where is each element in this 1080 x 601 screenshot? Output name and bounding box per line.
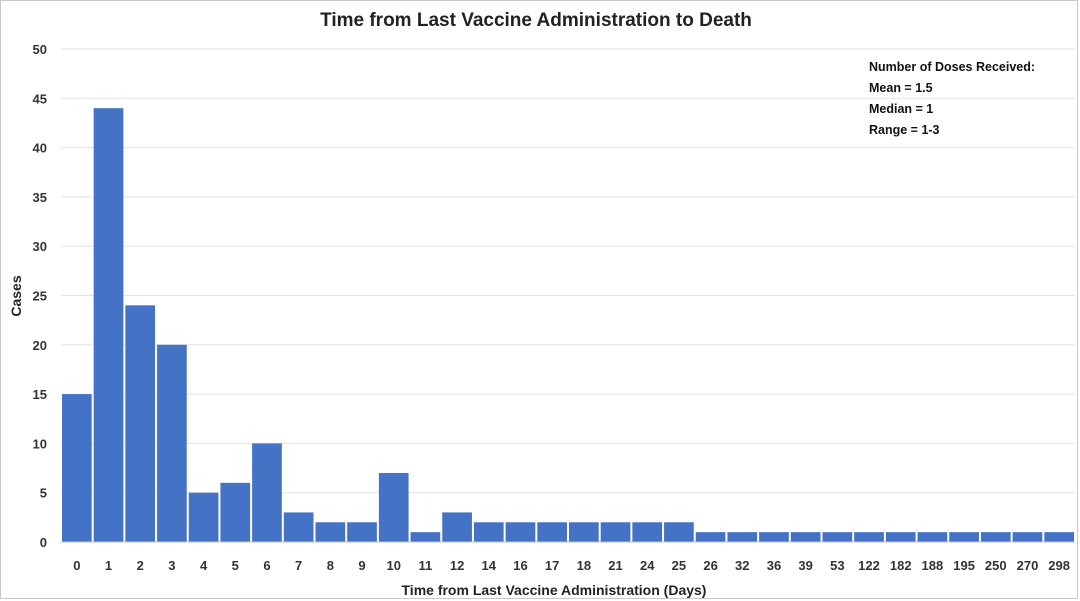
- x-tick-label: 8: [327, 558, 334, 573]
- bar: [505, 522, 536, 542]
- annotation-line: Median = 1: [869, 102, 933, 116]
- bar: [188, 492, 219, 542]
- bar: [980, 532, 1011, 542]
- bar: [283, 512, 314, 542]
- x-tick-label: 10: [386, 558, 400, 573]
- x-tick-label: 21: [608, 558, 622, 573]
- bar: [854, 532, 884, 542]
- bar: [347, 522, 377, 542]
- x-tick-label: 39: [798, 558, 812, 573]
- x-tick-label: 17: [545, 558, 559, 573]
- bar: [93, 108, 124, 542]
- x-tick-label: 0: [73, 558, 80, 573]
- x-tick-label: 14: [482, 558, 497, 573]
- x-tick-label: 270: [1017, 558, 1039, 573]
- x-tick-label: 16: [513, 558, 527, 573]
- bars: [62, 108, 1074, 542]
- bar: [537, 522, 567, 542]
- y-tick-label: 0: [40, 535, 47, 550]
- x-tick-label: 250: [985, 558, 1007, 573]
- bar: [410, 532, 441, 542]
- x-tick-label: 18: [577, 558, 591, 573]
- x-tick-label: 53: [830, 558, 844, 573]
- x-tick-label: 1: [105, 558, 112, 573]
- bar: [1012, 532, 1043, 542]
- y-tick-label: 40: [33, 141, 47, 156]
- bar: [727, 532, 758, 542]
- bar: [949, 532, 979, 542]
- bar: [62, 394, 92, 542]
- doses-annotation: Number of Doses Received: Mean = 1.5 Med…: [869, 60, 1035, 137]
- x-tick-label: 9: [358, 558, 365, 573]
- x-tick-label: 3: [168, 558, 175, 573]
- annotation-line: Number of Doses Received:: [869, 60, 1035, 74]
- bar: [917, 532, 948, 542]
- bar: [885, 532, 916, 542]
- bar: [569, 522, 599, 542]
- gridlines: [61, 48, 1075, 494]
- x-tick-label: 4: [200, 558, 208, 573]
- x-tick-label: 6: [263, 558, 270, 573]
- y-tick-labels: 0 5 10 15 20 25 30 35 40 45 50: [33, 42, 47, 550]
- x-tick-labels: 0 1 2 3 4 5 6 7 8 9 10 11 12 14 16 17 18 21 24 25 26 32 36 39 53…: [73, 558, 1070, 573]
- y-tick-label: 20: [33, 338, 47, 353]
- x-tick-label: 24: [640, 558, 655, 573]
- annotation-line: Range = 1-3: [869, 123, 940, 137]
- bar: [822, 532, 853, 542]
- bar: [790, 532, 821, 542]
- y-tick-label: 10: [33, 436, 47, 451]
- bar: [632, 522, 663, 542]
- x-tick-label: 298: [1048, 558, 1070, 573]
- x-tick-label: 2: [137, 558, 144, 573]
- y-tick-label: 50: [33, 42, 47, 57]
- x-tick-label: 122: [858, 558, 880, 573]
- bar: [600, 522, 631, 542]
- bar: [695, 532, 726, 542]
- bar: [157, 344, 187, 542]
- x-tick-label: 25: [672, 558, 686, 573]
- bar: [473, 522, 504, 542]
- x-tick-label: 26: [703, 558, 717, 573]
- x-tick-label: 32: [735, 558, 749, 573]
- y-tick-label: 5: [40, 486, 47, 501]
- x-tick-label: 36: [767, 558, 781, 573]
- bar: [1044, 532, 1074, 542]
- x-axis-label: Time from Last Vaccine Administration (D…: [402, 582, 707, 598]
- bar: [125, 305, 156, 542]
- annotation-line: Mean = 1.5: [869, 81, 933, 95]
- x-tick-label: 182: [890, 558, 912, 573]
- y-tick-label: 35: [33, 190, 47, 205]
- x-tick-label: 5: [232, 558, 239, 573]
- x-tick-label: 12: [450, 558, 464, 573]
- x-tick-label: 11: [419, 558, 433, 573]
- y-tick-label: 30: [33, 239, 47, 254]
- y-tick-label: 15: [33, 387, 47, 402]
- y-axis-label: Cases: [8, 275, 24, 316]
- y-tick-label: 45: [33, 91, 47, 106]
- x-tick-label: 188: [922, 558, 944, 573]
- bar: [378, 472, 409, 542]
- bar: [252, 443, 282, 542]
- y-tick-label: 25: [33, 289, 47, 304]
- bar: [442, 512, 472, 542]
- bar: [664, 522, 694, 542]
- chart-title: Time from Last Vaccine Administration to…: [320, 10, 752, 31]
- bar: [220, 482, 251, 542]
- bar: [759, 532, 789, 542]
- x-tick-label: 195: [953, 558, 975, 573]
- bar: [315, 522, 346, 542]
- x-tick-label: 7: [295, 558, 302, 573]
